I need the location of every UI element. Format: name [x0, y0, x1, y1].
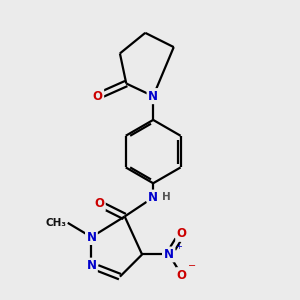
Text: N: N — [86, 259, 96, 272]
Text: O: O — [177, 227, 187, 240]
Text: O: O — [177, 268, 187, 282]
Text: O: O — [94, 197, 104, 210]
Text: N: N — [164, 248, 174, 261]
Text: N: N — [148, 90, 158, 103]
Text: +: + — [175, 242, 182, 251]
Text: H: H — [162, 192, 171, 202]
Text: CH₃: CH₃ — [45, 218, 66, 228]
Text: N: N — [86, 231, 96, 244]
Text: N: N — [148, 90, 158, 103]
Text: N: N — [148, 191, 158, 204]
Text: O: O — [93, 90, 103, 103]
Text: −: − — [188, 261, 196, 272]
